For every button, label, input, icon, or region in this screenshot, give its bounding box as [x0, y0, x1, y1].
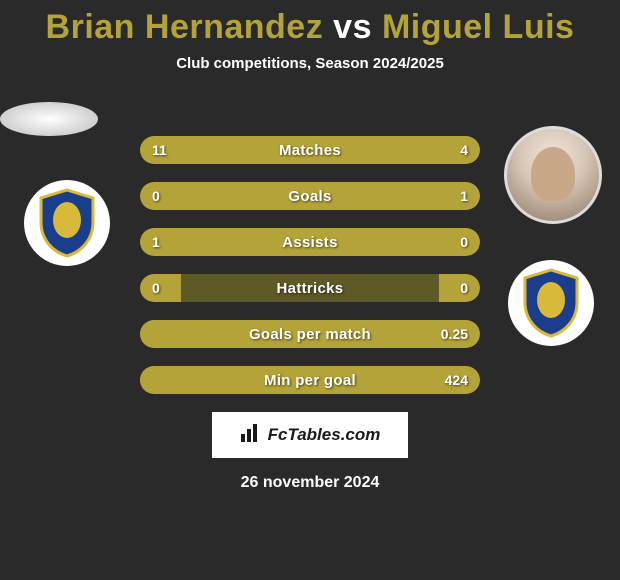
player1-name: Brian Hernandez [46, 8, 324, 46]
watermark: FcTables.com [212, 412, 408, 458]
vs-text: vs [333, 8, 372, 46]
player2-name: Miguel Luis [382, 8, 575, 46]
stat-row: Matches11 4 [140, 136, 480, 164]
stat-row: Goals0 1 [140, 182, 480, 210]
stat-value-left: 0 [152, 274, 160, 302]
player1-photo [0, 102, 98, 136]
stat-label: Matches [140, 136, 480, 164]
page-title: Brian Hernandez vs Miguel Luis [0, 8, 620, 47]
stat-label: Goals [140, 182, 480, 210]
stat-value-left: 1 [152, 228, 160, 256]
stat-value-left: 11 [152, 136, 167, 164]
stat-label: Goals per match [140, 320, 480, 348]
bars-icon [240, 424, 262, 447]
stat-row: Hattricks0 0 [140, 274, 480, 302]
stat-value-right: 0.25 [441, 320, 468, 348]
stat-value-left: 0 [152, 182, 160, 210]
stat-value-right: 1 [460, 182, 468, 210]
stat-row: Goals per match0.25 [140, 320, 480, 348]
subtitle: Club competitions, Season 2024/2025 [0, 55, 620, 72]
stat-label: Min per goal [140, 366, 480, 394]
stat-label: Hattricks [140, 274, 480, 302]
stats-area: Matches114Goals01Assists10Hattricks00Goa… [0, 136, 620, 394]
stat-value-right: 4 [460, 136, 468, 164]
stat-value-right: 0 [460, 274, 468, 302]
stat-row: Assists1 0 [140, 228, 480, 256]
stat-row: Min per goal424 [140, 366, 480, 394]
stat-value-right: 0 [460, 228, 468, 256]
watermark-text: FcTables.com [268, 425, 381, 445]
stat-value-right: 424 [445, 366, 468, 394]
date: 26 november 2024 [0, 474, 620, 492]
stat-label: Assists [140, 228, 480, 256]
